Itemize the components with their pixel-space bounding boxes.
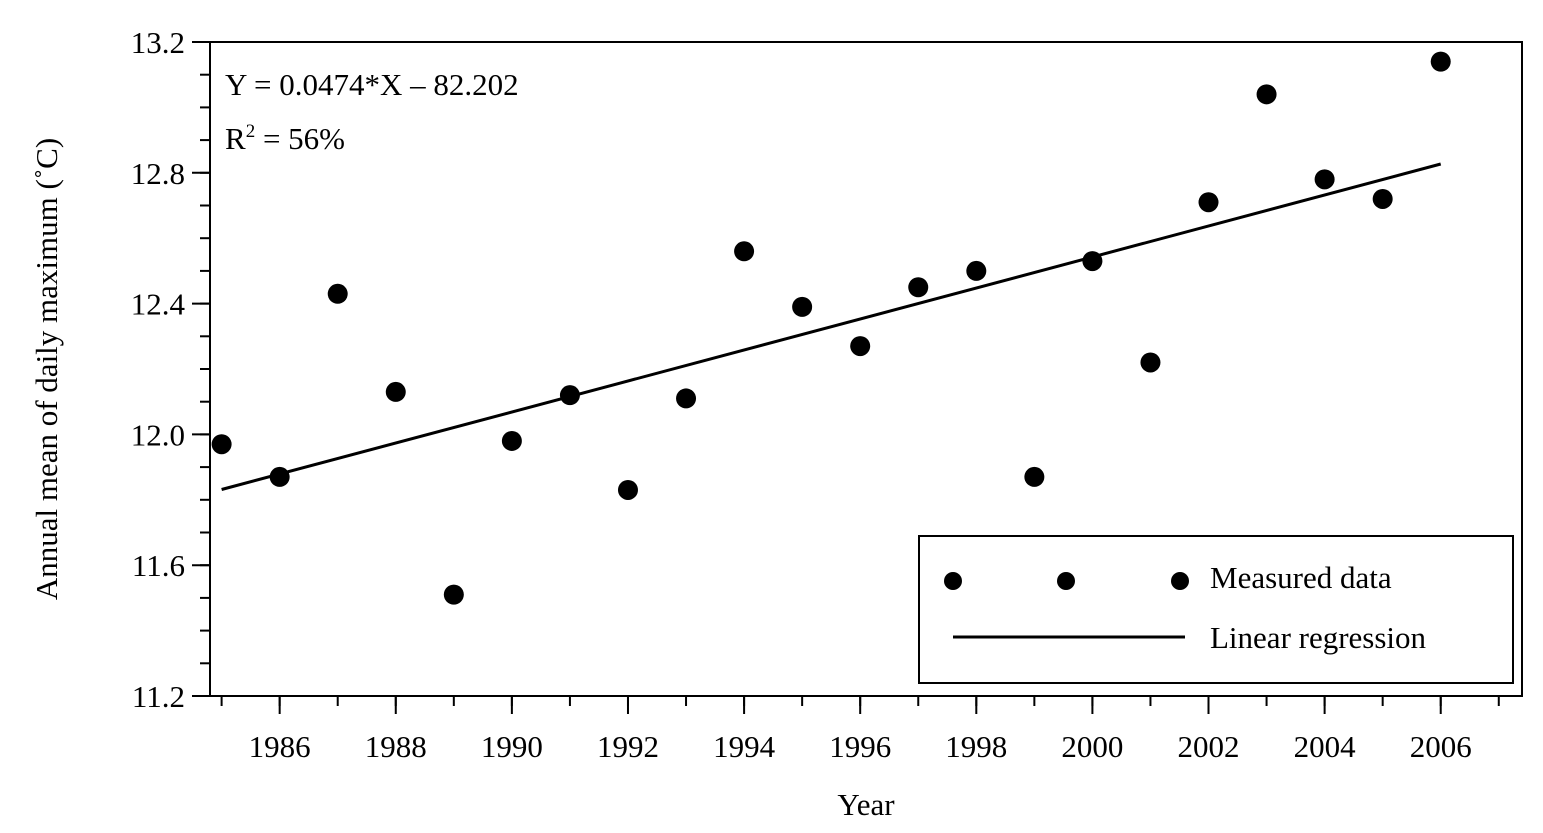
data-point bbox=[501, 430, 522, 451]
r-squared: R2 = 56% bbox=[225, 121, 345, 156]
y-tick-label: 12.0 bbox=[131, 417, 185, 452]
data-point bbox=[1256, 84, 1277, 105]
x-tick-label: 1986 bbox=[249, 729, 311, 764]
data-point bbox=[327, 283, 348, 304]
y-tick-label: 11.6 bbox=[132, 548, 185, 583]
y-tick-label: 12.8 bbox=[131, 156, 185, 191]
regression-equation: Y = 0.0474*X – 82.202 bbox=[225, 67, 519, 102]
points-layer bbox=[211, 51, 1451, 605]
major-ticks bbox=[192, 41, 1442, 714]
x-tick-label: 2002 bbox=[1178, 729, 1240, 764]
data-point bbox=[1024, 466, 1045, 487]
x-tick-label: 1988 bbox=[365, 729, 427, 764]
r-squared-suffix: = 56% bbox=[255, 121, 345, 156]
data-point bbox=[211, 434, 232, 455]
data-point bbox=[966, 260, 987, 281]
r-squared-prefix: R bbox=[225, 121, 246, 156]
data-point bbox=[1430, 51, 1451, 72]
x-tick-label: 1990 bbox=[481, 729, 543, 764]
x-tick-label: 1992 bbox=[597, 729, 659, 764]
legend-box bbox=[918, 535, 1514, 684]
tick-labels: 1986 1988 1990 1992 1994 1996 1998 2000 2002 2004… bbox=[131, 25, 1472, 764]
legend-label-regression: Linear regression bbox=[1210, 620, 1427, 655]
x-tick-label: 2006 bbox=[1410, 729, 1472, 764]
x-tick-label: 1996 bbox=[829, 729, 891, 764]
data-point bbox=[1198, 192, 1219, 213]
x-tick-label: 1994 bbox=[713, 729, 776, 764]
data-point bbox=[559, 385, 580, 406]
data-point bbox=[792, 296, 813, 317]
data-point bbox=[1140, 352, 1161, 373]
legend-marker bbox=[944, 572, 962, 590]
data-point bbox=[676, 388, 697, 409]
data-point bbox=[1372, 188, 1393, 209]
y-tick-label: 13.2 bbox=[131, 25, 185, 60]
regression-layer bbox=[221, 162, 1442, 491]
x-tick-label: 2004 bbox=[1294, 729, 1357, 764]
x-tick-label: 2000 bbox=[1061, 729, 1123, 764]
data-point bbox=[734, 241, 755, 262]
data-point bbox=[617, 479, 638, 500]
legend-marker bbox=[1057, 572, 1075, 590]
x-tick-label: 1998 bbox=[945, 729, 1007, 764]
data-point bbox=[908, 277, 929, 298]
regression-line bbox=[221, 162, 1442, 491]
data-point bbox=[385, 381, 406, 402]
y-tick-label: 12.4 bbox=[131, 287, 186, 322]
y-tick-label: 11.2 bbox=[132, 679, 185, 714]
data-point bbox=[1082, 251, 1103, 272]
legend: Measured data Linear regression bbox=[918, 535, 1514, 684]
r-squared-superscript: 2 bbox=[246, 121, 256, 142]
y-axis-title: Annual mean of daily maximum (˚C) bbox=[29, 138, 64, 600]
legend-marker bbox=[1171, 572, 1189, 590]
legend-label-measured: Measured data bbox=[1210, 560, 1392, 595]
data-point bbox=[443, 584, 464, 605]
data-point bbox=[850, 336, 871, 357]
data-point bbox=[1314, 169, 1335, 190]
x-axis-title: Year bbox=[837, 787, 895, 822]
data-point bbox=[269, 466, 290, 487]
plot-frame bbox=[209, 41, 1523, 697]
